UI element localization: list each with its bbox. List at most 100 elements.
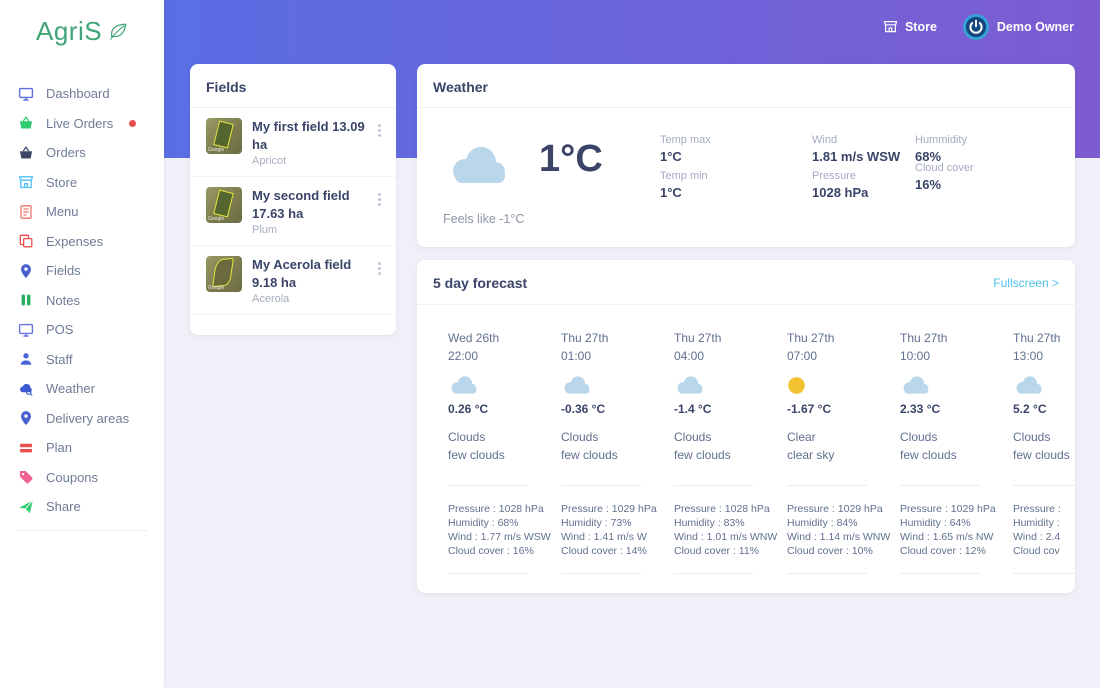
sidebar-nav: Dashboard Live Orders Orders Store Menu <box>0 79 164 522</box>
forecast-column: Thu 27th 13:00 5.2 °C Clouds few clouds … <box>1013 329 1075 574</box>
sidebar-item-pos[interactable]: POS <box>0 315 164 345</box>
cloud-search-icon <box>18 381 34 397</box>
sidebar-item-share[interactable]: Share <box>0 492 164 522</box>
divider <box>448 485 528 486</box>
sidebar-item-delivery-areas[interactable]: Delivery areas <box>0 404 164 434</box>
cloud-icon <box>674 375 705 395</box>
field-name: My Acerola field 9.18 ha <box>252 257 352 290</box>
forecast-pressure: Pressure : <box>1013 503 1061 515</box>
forecast-wind: Wind : 2.4 <box>1013 530 1061 543</box>
weather-stat-temp-max: Temp max 1°C <box>660 134 711 164</box>
forecast-humidity: Humidity : 73% <box>561 516 632 529</box>
forecast-wind: Wind : 1.77 m/s WSW <box>448 530 551 543</box>
forecast-temp: -0.36 °C <box>561 402 606 416</box>
field-menu-button[interactable] <box>374 191 384 207</box>
forecast-date: Thu 27th <box>787 331 835 345</box>
brand-logo[interactable]: AgriS <box>0 0 164 47</box>
current-temperature: 1°C <box>539 138 603 180</box>
sidebar-item-plan[interactable]: Plan <box>0 433 164 463</box>
forecast-column: Thu 27th 04:00 -1.4 °C Clouds few clouds… <box>674 329 787 574</box>
kebab-menu-icon <box>377 128 381 132</box>
field-list-item[interactable]: Google My first field 13.09 ha Apricot <box>190 108 396 178</box>
forecast-pressure: Pressure : 1028 hPa <box>674 503 770 515</box>
sidebar-item-dashboard[interactable]: Dashboard <box>0 79 164 109</box>
forecast-time: 10:00 <box>900 349 931 363</box>
sidebar-item-live-orders[interactable]: Live Orders <box>0 109 164 139</box>
sidebar-divider <box>16 529 148 531</box>
forecast-column: Thu 27th 07:00 -1.67 °C Clear clear sky … <box>787 329 900 574</box>
forecast-condition: Clouds <box>900 430 938 444</box>
kebab-menu-icon <box>377 197 381 201</box>
forecast-card: 5 day forecast Fullscreen > Wed 26th 22:… <box>417 260 1075 593</box>
sidebar-item-coupons[interactable]: Coupons <box>0 463 164 493</box>
forecast-condition-detail: few clouds <box>900 448 957 462</box>
sidebar-item-orders[interactable]: Orders <box>0 138 164 168</box>
field-list-item[interactable]: Google My second field 17.63 ha Plum <box>190 177 396 247</box>
forecast-time: 04:00 <box>674 349 705 363</box>
divider <box>561 485 641 486</box>
forecast-pressure: Pressure : 1029 hPa <box>900 503 996 515</box>
field-list-item[interactable]: Google My Acerola field 9.18 ha Acerola <box>190 246 396 316</box>
menu-list-icon <box>18 204 34 220</box>
divider <box>448 572 528 574</box>
field-menu-button[interactable] <box>374 260 384 276</box>
divider <box>674 485 754 486</box>
forecast-humidity: Humidity : <box>1013 516 1060 529</box>
forecast-humidity: Humidity : 68% <box>448 516 519 529</box>
forecast-condition-detail: few clouds <box>561 448 618 462</box>
forecast-wind: Wind : 1.41 m/s W <box>561 530 647 543</box>
forecast-temp: 0.26 °C <box>448 402 489 416</box>
basket-icon <box>18 115 34 131</box>
sidebar-item-weather[interactable]: Weather <box>0 374 164 404</box>
brand-name: AgriS <box>36 16 103 46</box>
sidebar-item-fields[interactable]: Fields <box>0 256 164 286</box>
storefront-icon <box>883 19 899 35</box>
sidebar-item-notes[interactable]: Notes <box>0 286 164 316</box>
forecast-humidity: Humidity : 64% <box>900 516 971 529</box>
fields-card-title: Fields <box>206 79 247 95</box>
sidebar-item-expenses[interactable]: Expenses <box>0 227 164 257</box>
user-menu[interactable]: Demo Owner <box>963 14 1074 40</box>
divider <box>900 485 980 486</box>
sidebar-item-store[interactable]: Store <box>0 168 164 198</box>
weather-stat-temp-min: Temp min 1°C <box>660 170 708 200</box>
weather-stat-cloud-cover: Cloud cover 16% <box>915 162 974 192</box>
forecast-temp: -1.4 °C <box>674 402 712 416</box>
sidebar-item-menu[interactable]: Menu <box>0 197 164 227</box>
user-name: Demo Owner <box>996 20 1074 34</box>
forecast-column: Wed 26th 22:00 0.26 °C Clouds few clouds… <box>448 329 561 574</box>
forecast-wind: Wind : 1.14 m/s WNW <box>787 530 891 543</box>
forecast-humidity: Humidity : 83% <box>674 516 745 529</box>
store-button[interactable]: Store <box>883 19 937 35</box>
fullscreen-link[interactable]: Fullscreen > <box>993 276 1059 290</box>
forecast-cloud-cover: Cloud cover : 11% <box>674 544 760 557</box>
forecast-cloud-cover: Cloud cover : 12% <box>900 544 986 557</box>
person-icon <box>18 351 34 367</box>
forecast-temp: 5.2 °C <box>1013 402 1047 416</box>
field-menu-button[interactable] <box>374 122 384 138</box>
notes-icon <box>18 292 34 308</box>
cloud-icon <box>1013 375 1044 395</box>
forecast-time: 22:00 <box>448 349 479 363</box>
forecast-condition: Clouds <box>448 430 486 444</box>
divider <box>1013 572 1075 574</box>
forecast-time: 07:00 <box>787 349 818 363</box>
divider <box>1013 485 1075 486</box>
avatar <box>963 14 989 40</box>
forecast-date: Thu 27th <box>1013 331 1061 345</box>
forecast-pressure: Pressure : 1029 hPa <box>561 503 657 515</box>
weather-card-title: Weather <box>433 79 488 95</box>
paper-plane-icon <box>18 499 34 515</box>
weather-stat-wind: Wind 1.81 m/s WSW <box>812 134 901 164</box>
field-thumbnail: Google <box>206 187 242 224</box>
forecast-time: 01:00 <box>561 349 592 363</box>
forecast-temp: 2.33 °C <box>900 402 941 416</box>
store-button-label: Store <box>904 20 937 34</box>
weather-card: Weather 1°C Feels like -1°C Temp max 1°C… <box>417 64 1075 247</box>
fields-card: Fields Google My first field 13.09 ha Ap… <box>190 64 396 335</box>
sidebar-item-staff[interactable]: Staff <box>0 345 164 375</box>
forecast-condition: Clouds <box>561 430 599 444</box>
cloud-icon <box>561 375 592 395</box>
weather-stat-humidity: Hummidity 68% <box>915 134 967 164</box>
forecast-pressure: Pressure : 1028 hPa <box>448 503 544 515</box>
